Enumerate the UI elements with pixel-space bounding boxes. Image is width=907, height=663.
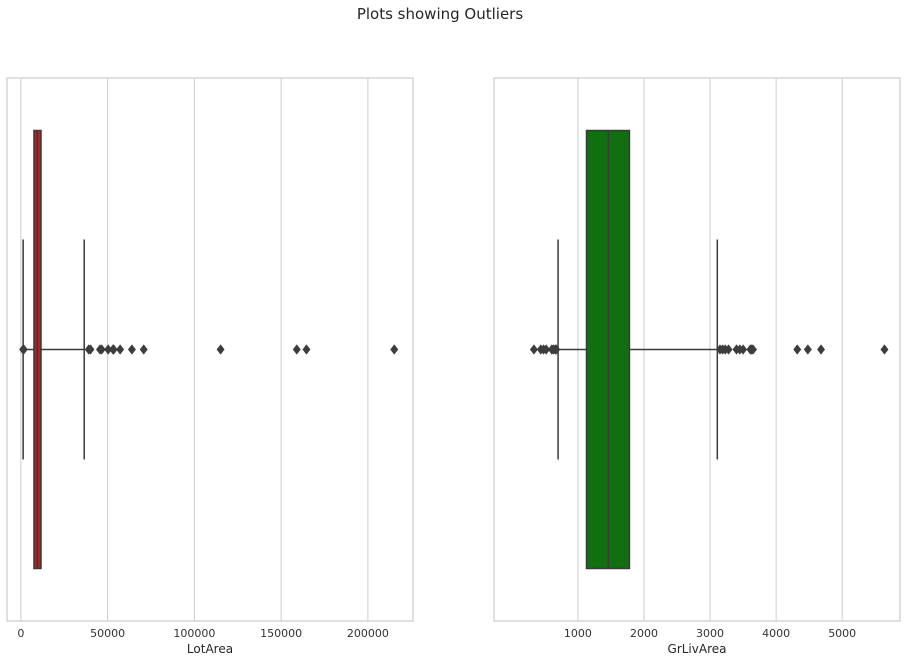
outlier-point xyxy=(793,344,802,355)
outlier-point xyxy=(109,344,118,355)
outlier-point xyxy=(292,344,301,355)
x-tick-label: 150000 xyxy=(260,627,302,640)
outlier-point xyxy=(97,344,106,355)
x-tick-label: 50000 xyxy=(90,627,125,640)
x-axis-label: GrLivArea xyxy=(668,642,727,656)
x-tick-label: 4000 xyxy=(762,627,790,640)
outlier-point xyxy=(817,344,826,355)
outlier-point xyxy=(302,344,311,355)
outlier-point xyxy=(724,344,733,355)
x-axis-label: LotArea xyxy=(187,642,233,656)
x-tick-label: 2000 xyxy=(630,627,658,640)
x-tick-label: 1000 xyxy=(564,627,592,640)
outlier-point xyxy=(880,344,889,355)
x-tick-label: 5000 xyxy=(828,627,856,640)
outlier-point xyxy=(749,344,757,355)
outlier-point xyxy=(803,344,812,355)
chart-panel-1: 1000 2000 3000 4000 5000 GrLivArea xyxy=(493,77,901,656)
outlier-point xyxy=(127,344,136,355)
axes-frame xyxy=(6,77,414,622)
outlier-point xyxy=(116,344,125,355)
outlier-point xyxy=(139,344,148,355)
chart-panel-0: 0 50000 100000 150000 200000 LotArea xyxy=(6,77,414,656)
outlier-point xyxy=(216,344,225,355)
outlier-point xyxy=(552,344,561,355)
outlier-point xyxy=(390,344,399,355)
outlier-point xyxy=(739,344,748,355)
figure-title: Plots showing Outliers xyxy=(357,5,524,23)
x-tick-label: 0 xyxy=(17,627,24,640)
outlier-point xyxy=(86,344,95,355)
axes-frame xyxy=(493,77,901,622)
x-tick-label: 200000 xyxy=(347,627,389,640)
x-tick-label: 3000 xyxy=(696,627,724,640)
outlier-point xyxy=(529,344,538,355)
x-tick-label: 100000 xyxy=(173,627,215,640)
outlier-point xyxy=(542,344,551,355)
outlier-point xyxy=(19,344,28,355)
